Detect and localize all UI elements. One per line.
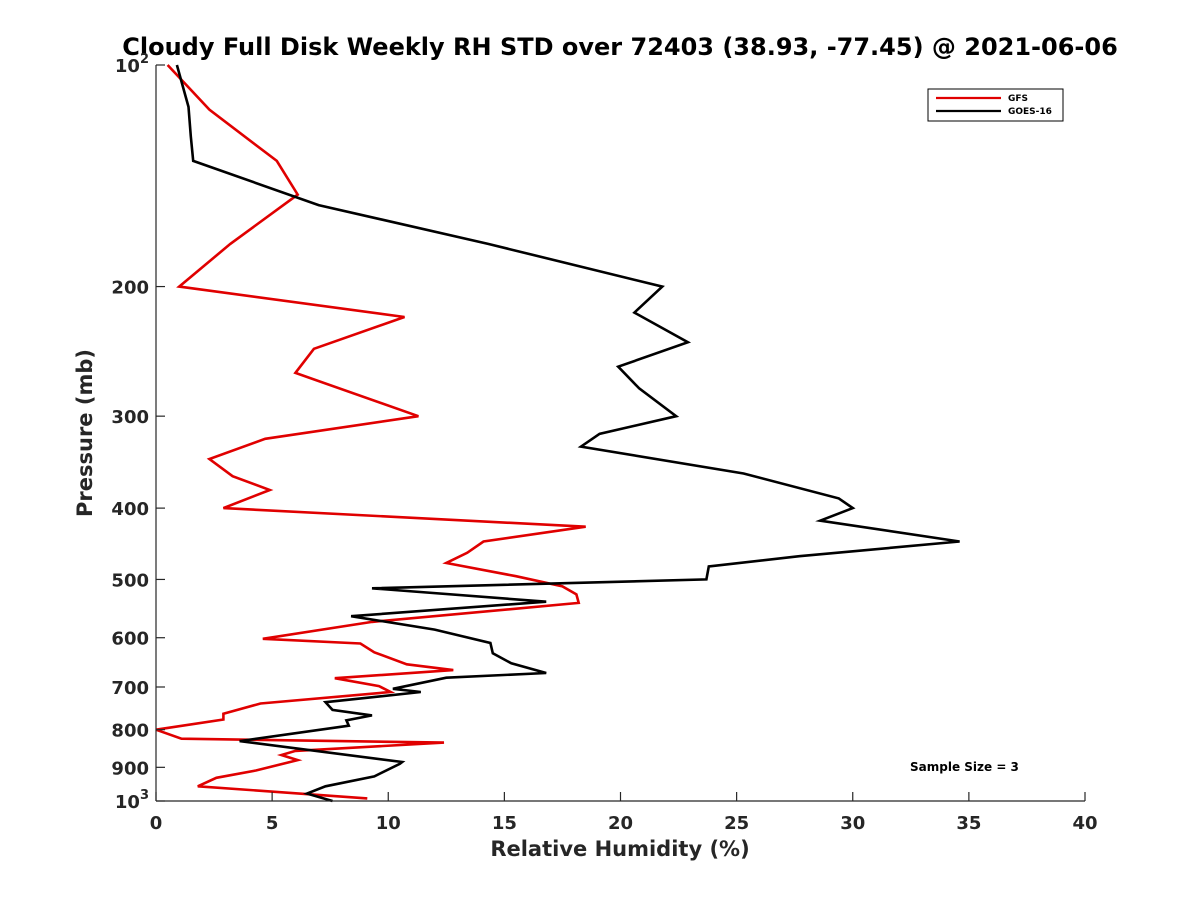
x-tick-label: 40 [1072, 813, 1097, 834]
legend: GFS GOES-16 [927, 88, 1064, 122]
x-tick-label: 5 [266, 813, 279, 834]
y-tick-label: 900 [111, 758, 149, 779]
legend-box [927, 88, 1064, 122]
legend-label-goes16: GOES-16 [1008, 107, 1052, 117]
x-tick-label: 20 [608, 813, 633, 834]
x-tick-label: 25 [724, 813, 749, 834]
y-tick-label: 300 [111, 407, 149, 428]
y-axis-label: Pressure (mb) [73, 349, 97, 517]
x-axis-label: Relative Humidity (%) [490, 837, 749, 861]
x-tick-label: 15 [492, 813, 517, 834]
x-ticks: 0 5 10 15 20 25 30 35 40 [150, 792, 1098, 834]
y-tick-label: 800 [111, 721, 149, 742]
y-tick-label: 400 [111, 499, 149, 520]
x-tick-label: 35 [956, 813, 981, 834]
series-layer [155, 64, 960, 803]
x-tick-label: 10 [376, 813, 401, 834]
y-tick-label: 500 [111, 570, 149, 591]
y-tick-label: 200 [111, 278, 149, 299]
chart-title: Cloudy Full Disk Weekly RH STD over 7240… [122, 33, 1118, 61]
y-tick-label: 700 [111, 678, 149, 699]
y-tick-label: 600 [111, 629, 149, 650]
series-line-gfs [155, 64, 586, 800]
legend-label-gfs: GFS [1008, 94, 1028, 104]
x-tick-label: 0 [150, 813, 163, 834]
x-tick-label: 30 [840, 813, 865, 834]
series-line-goes16 [175, 64, 960, 803]
sample-size-annotation: Sample Size = 3 [910, 760, 1019, 774]
